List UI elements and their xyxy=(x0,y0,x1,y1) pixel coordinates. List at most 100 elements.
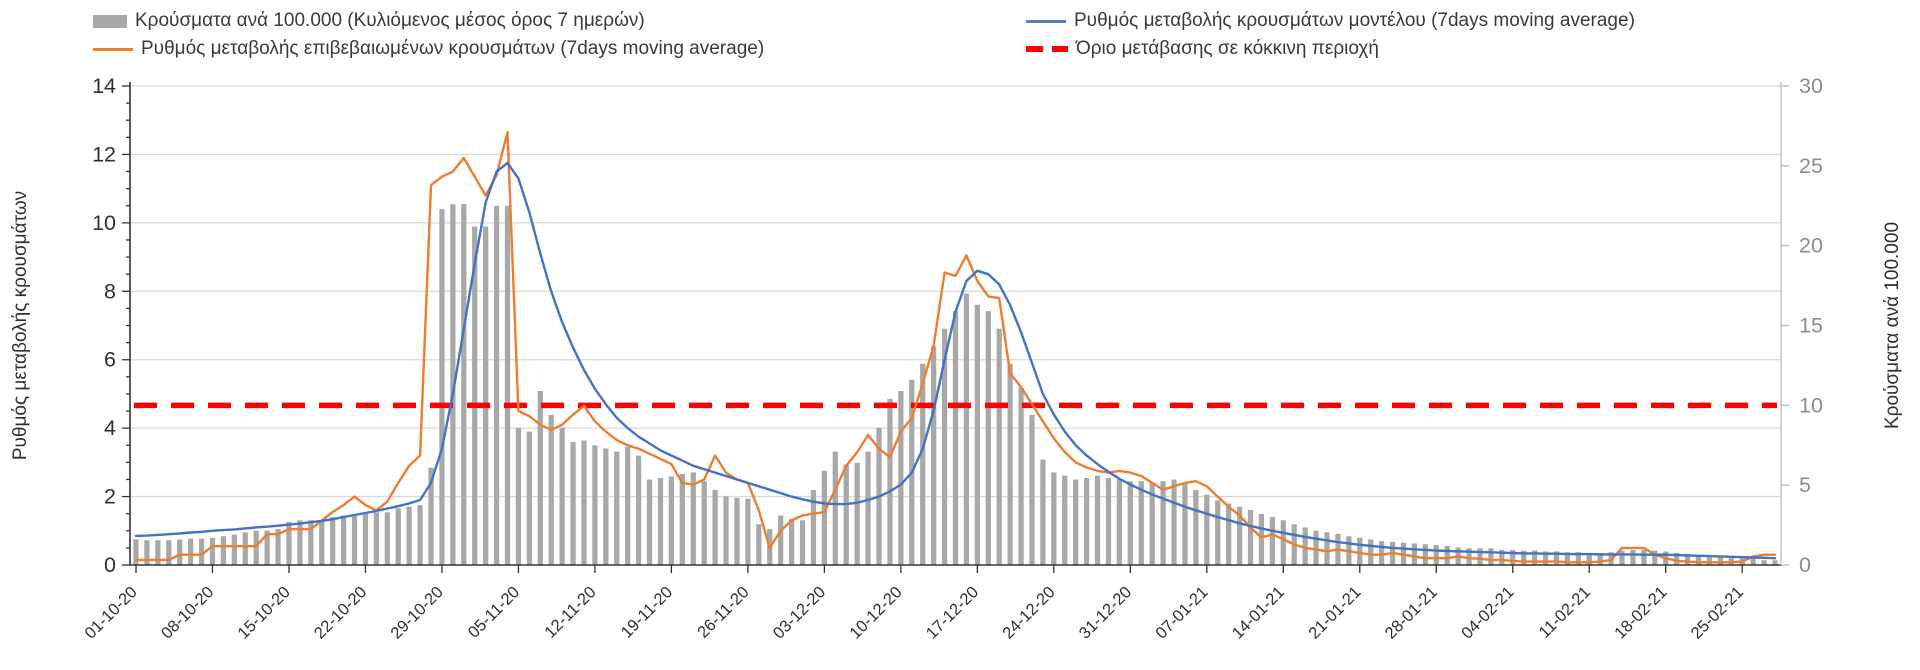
threshold-dash-swatch-icon xyxy=(1026,46,1068,52)
bar xyxy=(931,346,937,565)
bar xyxy=(133,539,139,565)
x-axis-tick-label: 18-02-21 xyxy=(1611,583,1670,642)
bar xyxy=(570,442,576,565)
bar xyxy=(340,515,347,565)
bar xyxy=(1204,494,1210,565)
bar xyxy=(952,311,959,565)
bar xyxy=(1521,550,1527,565)
bar xyxy=(668,476,675,565)
bar xyxy=(1193,489,1199,565)
right-axis-tick-label: 20 xyxy=(1799,234,1823,258)
bar xyxy=(362,513,369,565)
bar xyxy=(1236,506,1243,565)
bar xyxy=(1084,477,1090,565)
bar xyxy=(941,328,948,565)
legend-item-cases-bars: Κρούσματα ανά 100.000 (Κυλιόμενος μέσος … xyxy=(93,9,645,33)
bar xyxy=(1269,517,1275,565)
x-axis-tick-label: 25-02-21 xyxy=(1688,583,1747,642)
legend-label-cases-bars: Κρούσματα ανά 100.000 (Κυλιόμενος μέσος … xyxy=(135,10,645,31)
bar xyxy=(275,529,281,565)
bar xyxy=(373,512,379,565)
bar xyxy=(810,489,817,565)
x-axis-tick-label: 14-01-21 xyxy=(1229,583,1288,642)
bar xyxy=(1433,545,1439,565)
bar xyxy=(209,537,216,565)
bar xyxy=(646,479,653,565)
left-axis-tick-label: 12 xyxy=(92,142,116,166)
x-axis-tick-label: 11-02-21 xyxy=(1536,583,1595,642)
bar xyxy=(592,445,598,565)
bar xyxy=(1247,509,1254,565)
bar xyxy=(1073,479,1079,565)
bar xyxy=(1684,553,1691,565)
bar xyxy=(1215,500,1221,565)
bar xyxy=(603,448,609,565)
bar xyxy=(1171,479,1177,565)
bar xyxy=(1630,549,1636,565)
x-axis-tick-label: 03-12-20 xyxy=(770,583,829,642)
bar xyxy=(493,205,500,565)
x-axis-tick-label: 04-02-21 xyxy=(1458,583,1517,642)
left-axis-title: Ρυθμός μεταβολής κρουσμάτων xyxy=(10,191,31,460)
bar xyxy=(1149,482,1155,565)
bar xyxy=(166,540,172,565)
bar xyxy=(1379,541,1385,565)
legend-item-model-rate: Ρυθμός μεταβολής κρουσμάτων μοντέλου (7d… xyxy=(1026,9,1635,33)
bar xyxy=(1182,482,1188,565)
x-axis-tick-label: 10-12-20 xyxy=(846,583,905,642)
bar xyxy=(177,539,183,565)
legend-label-confirmed-rate: Ρυθμός μεταβολής επιβεβαιωμένων κρουσμάτ… xyxy=(141,38,765,59)
bar xyxy=(745,498,751,565)
bar xyxy=(395,508,401,565)
bar xyxy=(1761,560,1767,565)
x-axis-tick-label: 31-12-20 xyxy=(1076,583,1135,642)
bar xyxy=(286,521,292,565)
bar xyxy=(1422,544,1428,565)
bar xyxy=(920,363,926,565)
bar xyxy=(242,532,248,565)
bar xyxy=(515,427,522,565)
bar xyxy=(1040,459,1046,565)
bar xyxy=(1466,548,1472,565)
bar xyxy=(1411,543,1418,565)
bar xyxy=(483,226,489,565)
bar xyxy=(384,512,390,565)
bar xyxy=(898,390,904,565)
left-axis-tick-label: 6 xyxy=(104,348,116,372)
legend-label-model-rate: Ρυθμός μεταβολής κρουσμάτων μοντέλου (7d… xyxy=(1074,10,1635,31)
x-axis-tick-label: 08-10-20 xyxy=(158,583,217,642)
bar xyxy=(1105,477,1112,565)
bar xyxy=(351,515,358,565)
bar xyxy=(701,481,707,565)
bar xyxy=(734,497,740,565)
confirmed-rate-line xyxy=(134,130,1777,564)
bar xyxy=(461,204,467,565)
bar xyxy=(690,472,696,565)
bar xyxy=(1324,532,1330,565)
legend-label-threshold: Όριο μετάβασης σε κόκκινη περιοχή xyxy=(1076,38,1379,59)
bar xyxy=(756,524,762,565)
bar xyxy=(1160,481,1166,565)
bar xyxy=(231,534,237,565)
bar xyxy=(657,477,664,565)
right-axis-tick-label: 25 xyxy=(1799,154,1823,178)
bar xyxy=(1007,363,1013,565)
left-axis-tick-label: 2 xyxy=(104,485,116,509)
x-axis-tick-label: 17-12-20 xyxy=(923,583,982,642)
bar xyxy=(1444,545,1450,565)
bar xyxy=(1641,549,1647,565)
left-axis-tick-label: 4 xyxy=(104,416,116,440)
x-axis-tick-label: 07-01-21 xyxy=(1152,583,1211,642)
x-axis-tick-label: 01-10-20 xyxy=(81,583,140,642)
bar xyxy=(843,464,849,565)
bar xyxy=(625,446,631,565)
bar xyxy=(1051,472,1057,565)
bar xyxy=(1706,555,1713,565)
x-axis-tick-label: 28-01-21 xyxy=(1382,583,1441,642)
bar xyxy=(963,293,970,565)
bar xyxy=(330,517,336,565)
bar xyxy=(220,536,227,565)
bar xyxy=(308,520,314,565)
chart-legend: Κρούσματα ανά 100.000 (Κυλιόμενος μέσος … xyxy=(0,0,1920,70)
